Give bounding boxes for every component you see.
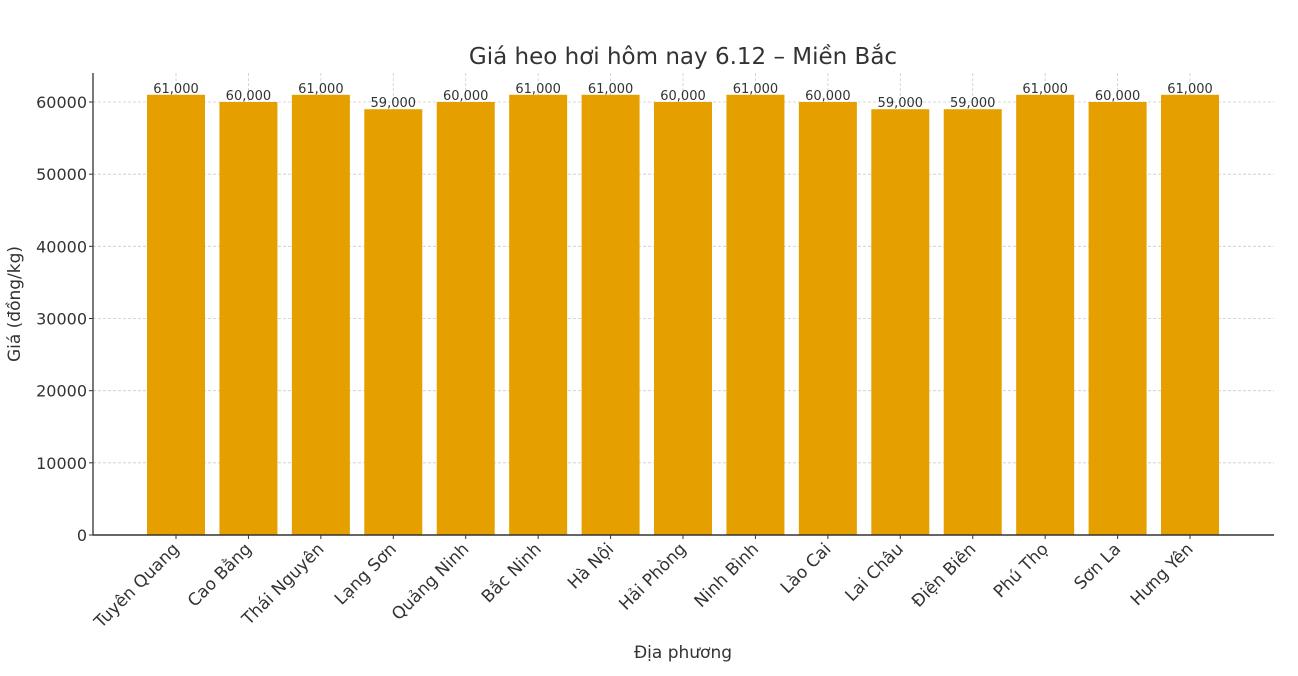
bar — [1161, 94, 1220, 536]
bar — [1088, 102, 1147, 535]
y-tick-label: 60000 — [36, 93, 87, 112]
bar-value-label: 59,000 — [878, 96, 924, 111]
bar — [654, 102, 713, 535]
bar — [291, 94, 350, 536]
y-tick-label: 20000 — [36, 382, 87, 401]
bar-value-labels: 61,000 60,000 61,000 59,000 60,000 61,000 61,0… — [153, 82, 1213, 111]
bar-value-label: 61,000 — [153, 82, 199, 97]
x-tick-label: Hải Phòng — [615, 539, 690, 614]
x-tick-label: Hưng Yên — [1127, 539, 1198, 610]
bar — [871, 109, 930, 535]
bar — [726, 94, 785, 536]
bar-value-label: 61,000 — [733, 82, 779, 97]
bars — [147, 94, 1220, 536]
bar-value-label: 61,000 — [298, 82, 344, 97]
bar — [1016, 94, 1075, 536]
bar-value-label: 59,000 — [950, 96, 996, 111]
bar-value-label: 59,000 — [371, 96, 417, 111]
x-tick-label: Lào Cai — [777, 539, 835, 597]
x-tick-label: Lai Châu — [841, 539, 907, 605]
y-axis-label: Giá (đồng/kg) — [4, 246, 25, 362]
bar-value-label: 61,000 — [1167, 82, 1213, 97]
x-tick-label: Điện Biên — [908, 539, 980, 611]
x-tick-label: Cao Bằng — [183, 539, 256, 612]
bar-value-label: 61,000 — [515, 82, 561, 97]
y-axis-ticks: 0 10000 20000 30000 40000 50000 60000 — [36, 93, 93, 545]
bar-value-label: 60,000 — [443, 89, 489, 104]
bar-value-label: 60,000 — [805, 89, 851, 104]
bar — [509, 94, 568, 536]
bar — [581, 94, 640, 536]
bar — [364, 109, 423, 535]
x-tick-label: Quảng Ninh — [388, 539, 473, 624]
bar — [943, 109, 1002, 535]
y-tick-label: 40000 — [36, 237, 87, 256]
x-tick-label: Bắc Ninh — [477, 539, 545, 607]
bar-value-label: 61,000 — [1022, 82, 1068, 97]
x-tick-label: Phú Thọ — [990, 539, 1053, 602]
bar — [798, 102, 857, 535]
y-tick-label: 30000 — [36, 310, 87, 329]
bar — [147, 94, 205, 536]
bar-value-label: 60,000 — [1095, 89, 1141, 104]
y-tick-label: 10000 — [36, 454, 87, 473]
bar — [219, 102, 278, 535]
x-tick-label: Sơn La — [1070, 539, 1125, 594]
bar — [436, 102, 495, 535]
x-tick-label: Lạng Sơn — [331, 539, 401, 609]
chart-title: Giá heo hơi hôm nay 6.12 – Miền Bắc — [469, 43, 897, 70]
y-tick-label: 0 — [77, 526, 87, 545]
x-tick-label: Hà Nội — [564, 539, 618, 593]
x-tick-label: Tuyên Quang — [90, 539, 184, 633]
y-tick-label: 50000 — [36, 165, 87, 184]
bar-value-label: 60,000 — [226, 89, 272, 104]
bar-value-label: 60,000 — [660, 89, 706, 104]
x-tick-label: Ninh Bình — [691, 539, 763, 611]
x-axis-label: Địa phương — [634, 643, 732, 663]
bar-value-label: 61,000 — [588, 82, 634, 97]
